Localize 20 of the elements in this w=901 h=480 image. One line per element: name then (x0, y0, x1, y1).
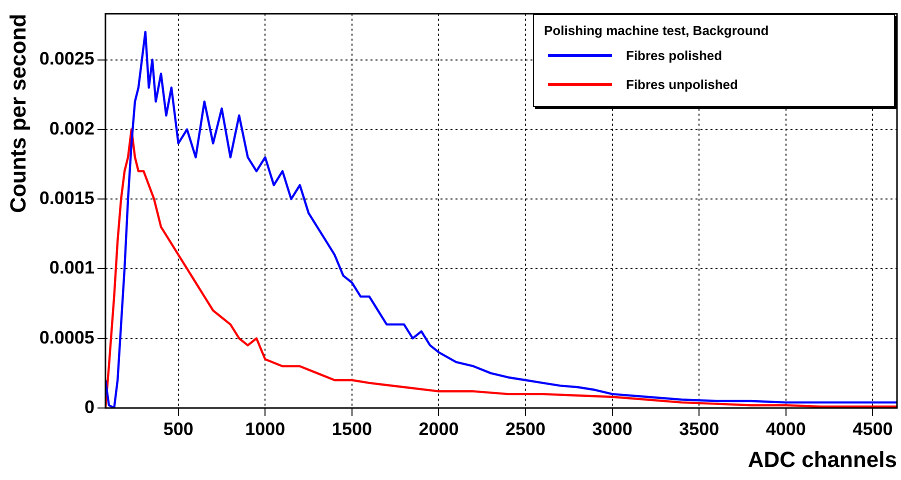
x-tick-label: 2500 (506, 418, 546, 439)
x-tick-label: 3500 (679, 418, 720, 439)
x-tick-label: 4000 (766, 418, 806, 439)
y-tick-label: 0.002 (49, 118, 94, 138)
y-tick-label: 0.0015 (39, 188, 94, 208)
x-tick-label: 1000 (245, 418, 286, 439)
y-axis-title: Counts per second (5, 14, 30, 214)
legend-title: Polishing machine test, Background (544, 22, 770, 38)
legend-label: Fibres unpolished (626, 76, 738, 92)
y-tick-label: 0 (84, 396, 94, 417)
y-tick-label: 0.0025 (39, 48, 94, 69)
x-tick-label: 3000 (592, 418, 632, 439)
legend-label: Fibres polished (626, 48, 722, 63)
y-tick-label: 0.001 (49, 258, 94, 278)
x-tick-label: 500 (163, 418, 194, 439)
x-tick-label: 1500 (332, 418, 372, 439)
x-tick-label: 2000 (418, 418, 459, 439)
x-tick-label: 4500 (852, 418, 893, 439)
x-axis-title: ADC channels (748, 446, 897, 472)
y-tick-label: 0.0005 (39, 327, 94, 348)
